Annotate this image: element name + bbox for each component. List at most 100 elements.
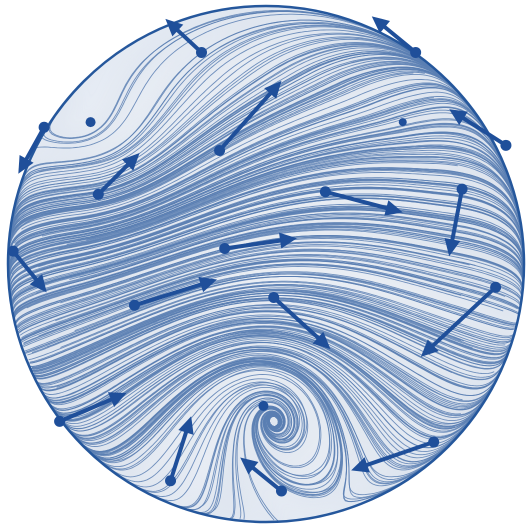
vector-tail-dot	[54, 415, 66, 427]
vector-arrow	[54, 392, 127, 427]
vector-tail-dot	[410, 46, 422, 58]
vector-arrow	[449, 109, 512, 151]
streamline	[21, 101, 504, 241]
streamline	[13, 222, 524, 318]
streamline	[68, 357, 455, 484]
vector-shaft	[450, 187, 465, 242]
streamline	[14, 23, 442, 205]
streamline	[8, 49, 445, 242]
streamline	[8, 52, 465, 250]
streamline	[21, 155, 524, 260]
vector-tail-dot	[92, 188, 104, 200]
streamline	[69, 109, 512, 231]
vector-arrow	[351, 436, 440, 473]
vector-shaft	[222, 238, 283, 251]
streamline	[20, 258, 521, 340]
vector-head	[264, 80, 282, 99]
streamline	[21, 256, 506, 339]
critical-points	[85, 117, 407, 411]
streamline	[8, 45, 432, 240]
vector-head	[198, 276, 217, 293]
streamline	[86, 152, 524, 241]
streamline	[24, 272, 516, 352]
streamline	[8, 84, 488, 268]
vector-shaft	[461, 116, 508, 148]
streamline	[9, 187, 507, 305]
streamline	[11, 205, 524, 312]
streamline	[11, 29, 449, 218]
streamline	[36, 306, 508, 386]
streamline	[11, 203, 524, 311]
streamline	[35, 13, 415, 149]
streamline	[10, 33, 453, 228]
streamline	[14, 95, 499, 245]
streamline	[71, 360, 342, 494]
streamline	[8, 54, 466, 250]
streamline	[59, 349, 470, 469]
streamline	[31, 276, 514, 354]
streamline	[60, 349, 468, 471]
streamline	[9, 177, 516, 300]
streamline	[9, 180, 524, 301]
streamline	[19, 254, 521, 336]
vector-head	[278, 232, 297, 249]
vector-shaft	[24, 125, 47, 161]
streamline	[15, 241, 476, 330]
streamline	[8, 61, 470, 257]
vector-head	[165, 18, 184, 37]
vector-head	[312, 331, 331, 350]
streamline	[66, 153, 524, 245]
vector-arrow	[128, 276, 217, 311]
streamline	[49, 10, 413, 139]
streamline	[52, 336, 491, 437]
streamline	[46, 329, 494, 427]
vector-shaft	[96, 163, 130, 197]
streamline	[55, 254, 521, 322]
streamline	[41, 318, 463, 401]
streamline	[8, 68, 475, 262]
streamline	[43, 322, 500, 411]
vector-tail-dot	[128, 299, 140, 311]
vector-tail-dot	[275, 485, 287, 497]
streamline	[17, 242, 470, 328]
vector-head	[178, 416, 194, 435]
vector-shaft	[431, 285, 498, 348]
streamline	[36, 311, 506, 391]
streamline	[9, 187, 524, 299]
streamline	[41, 320, 502, 406]
streamline	[8, 158, 524, 292]
streamline	[94, 145, 523, 237]
vector-tail-dot	[500, 139, 512, 151]
streamline	[59, 346, 477, 459]
streamline	[10, 195, 524, 308]
streamline	[9, 172, 524, 296]
streamline	[8, 162, 458, 293]
streamline	[22, 264, 462, 346]
streamline	[38, 263, 520, 337]
vector-tail-dot	[490, 281, 502, 293]
streamline	[8, 59, 468, 255]
streamline	[57, 346, 474, 463]
streamline	[9, 36, 454, 232]
vector-head	[18, 154, 34, 174]
streamline	[8, 71, 425, 263]
streamline	[9, 38, 457, 234]
streamline	[43, 325, 461, 415]
vector-head	[351, 457, 370, 473]
streamline	[12, 213, 524, 315]
streamline	[13, 222, 524, 319]
vector-arrow	[7, 245, 47, 293]
streamline	[12, 217, 524, 318]
vector-shaft	[323, 189, 389, 211]
streamline	[30, 289, 514, 368]
vector-tail-dot	[219, 243, 231, 255]
streamline	[8, 160, 524, 294]
vector-arrow	[420, 281, 502, 357]
vector-tail-dot	[7, 245, 19, 257]
streamline	[8, 135, 521, 286]
vector-arrows	[7, 16, 512, 497]
streamline	[88, 368, 331, 480]
vector-arrow	[165, 18, 207, 58]
vector-arrow	[165, 416, 194, 487]
